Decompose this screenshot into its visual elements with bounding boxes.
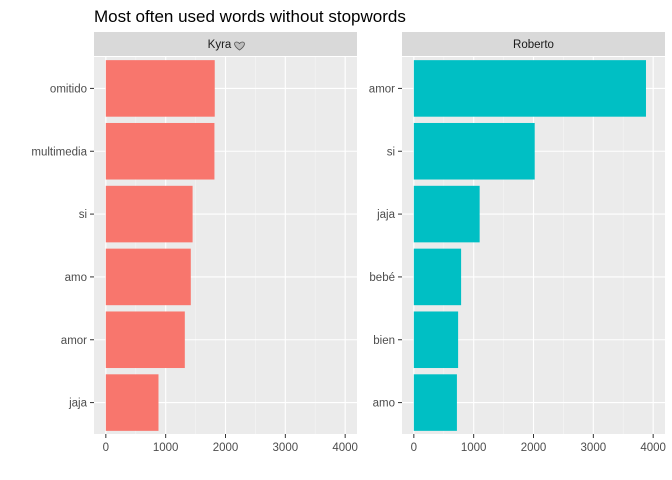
y-tick-label: bien (373, 335, 395, 347)
y-tick-label: omitido (50, 83, 87, 95)
facet-strip-label: Roberto (513, 39, 554, 51)
y-tick-label: multimedia (31, 146, 87, 158)
x-tick-label: 2000 (521, 442, 547, 454)
y-tick-label: si (387, 146, 395, 158)
x-tick-label: 2000 (213, 442, 239, 454)
bar-bebé (413, 248, 462, 306)
x-tick-label: 1000 (461, 442, 487, 454)
panel-kyra: Kyra omitido multimedia si amo amor jaja 0 1000 2… (31, 32, 358, 454)
y-tick-label: amor (61, 335, 87, 347)
bar-amor (413, 60, 646, 117)
panel-roberto: Roberto amor si jaja bebé bien amo 0 1000 2000 300… (369, 32, 666, 454)
facet-strip (402, 32, 665, 56)
chart-title: Most often used words without stopwords (94, 7, 406, 26)
facet-strip (94, 32, 357, 56)
y-tick-label: amo (373, 398, 395, 410)
x-tick-label: 0 (103, 442, 109, 454)
facet-strip-label: Kyra (208, 39, 232, 51)
y-tick-label: si (79, 209, 87, 221)
bar-amor (105, 311, 185, 369)
x-tick-label: 3000 (581, 442, 607, 454)
bar-omitido (105, 60, 215, 117)
y-tick-label: amo (65, 272, 87, 284)
x-tick-label: 1000 (153, 442, 179, 454)
bar-si (105, 185, 193, 243)
y-tick-label: jaja (376, 209, 396, 221)
chart-panels: Kyra omitido multimedia si amo amor jaja 0 1000 2… (31, 32, 666, 454)
bar-jaja (413, 185, 480, 243)
y-tick-label: jaja (68, 398, 88, 410)
bar-jaja (105, 374, 159, 431)
x-tick-label: 4000 (332, 442, 358, 454)
x-tick-label: 0 (411, 442, 417, 454)
bar-amo (105, 248, 191, 306)
heart-icon (234, 41, 245, 51)
x-tick-label: 3000 (273, 442, 299, 454)
bar-multimedia (105, 122, 215, 180)
bar-si (413, 122, 535, 180)
y-tick-label: bebé (369, 272, 395, 284)
x-tick-label: 4000 (640, 442, 666, 454)
y-tick-label: amor (369, 83, 395, 95)
bar-amo (413, 374, 457, 431)
bar-bien (413, 311, 459, 369)
